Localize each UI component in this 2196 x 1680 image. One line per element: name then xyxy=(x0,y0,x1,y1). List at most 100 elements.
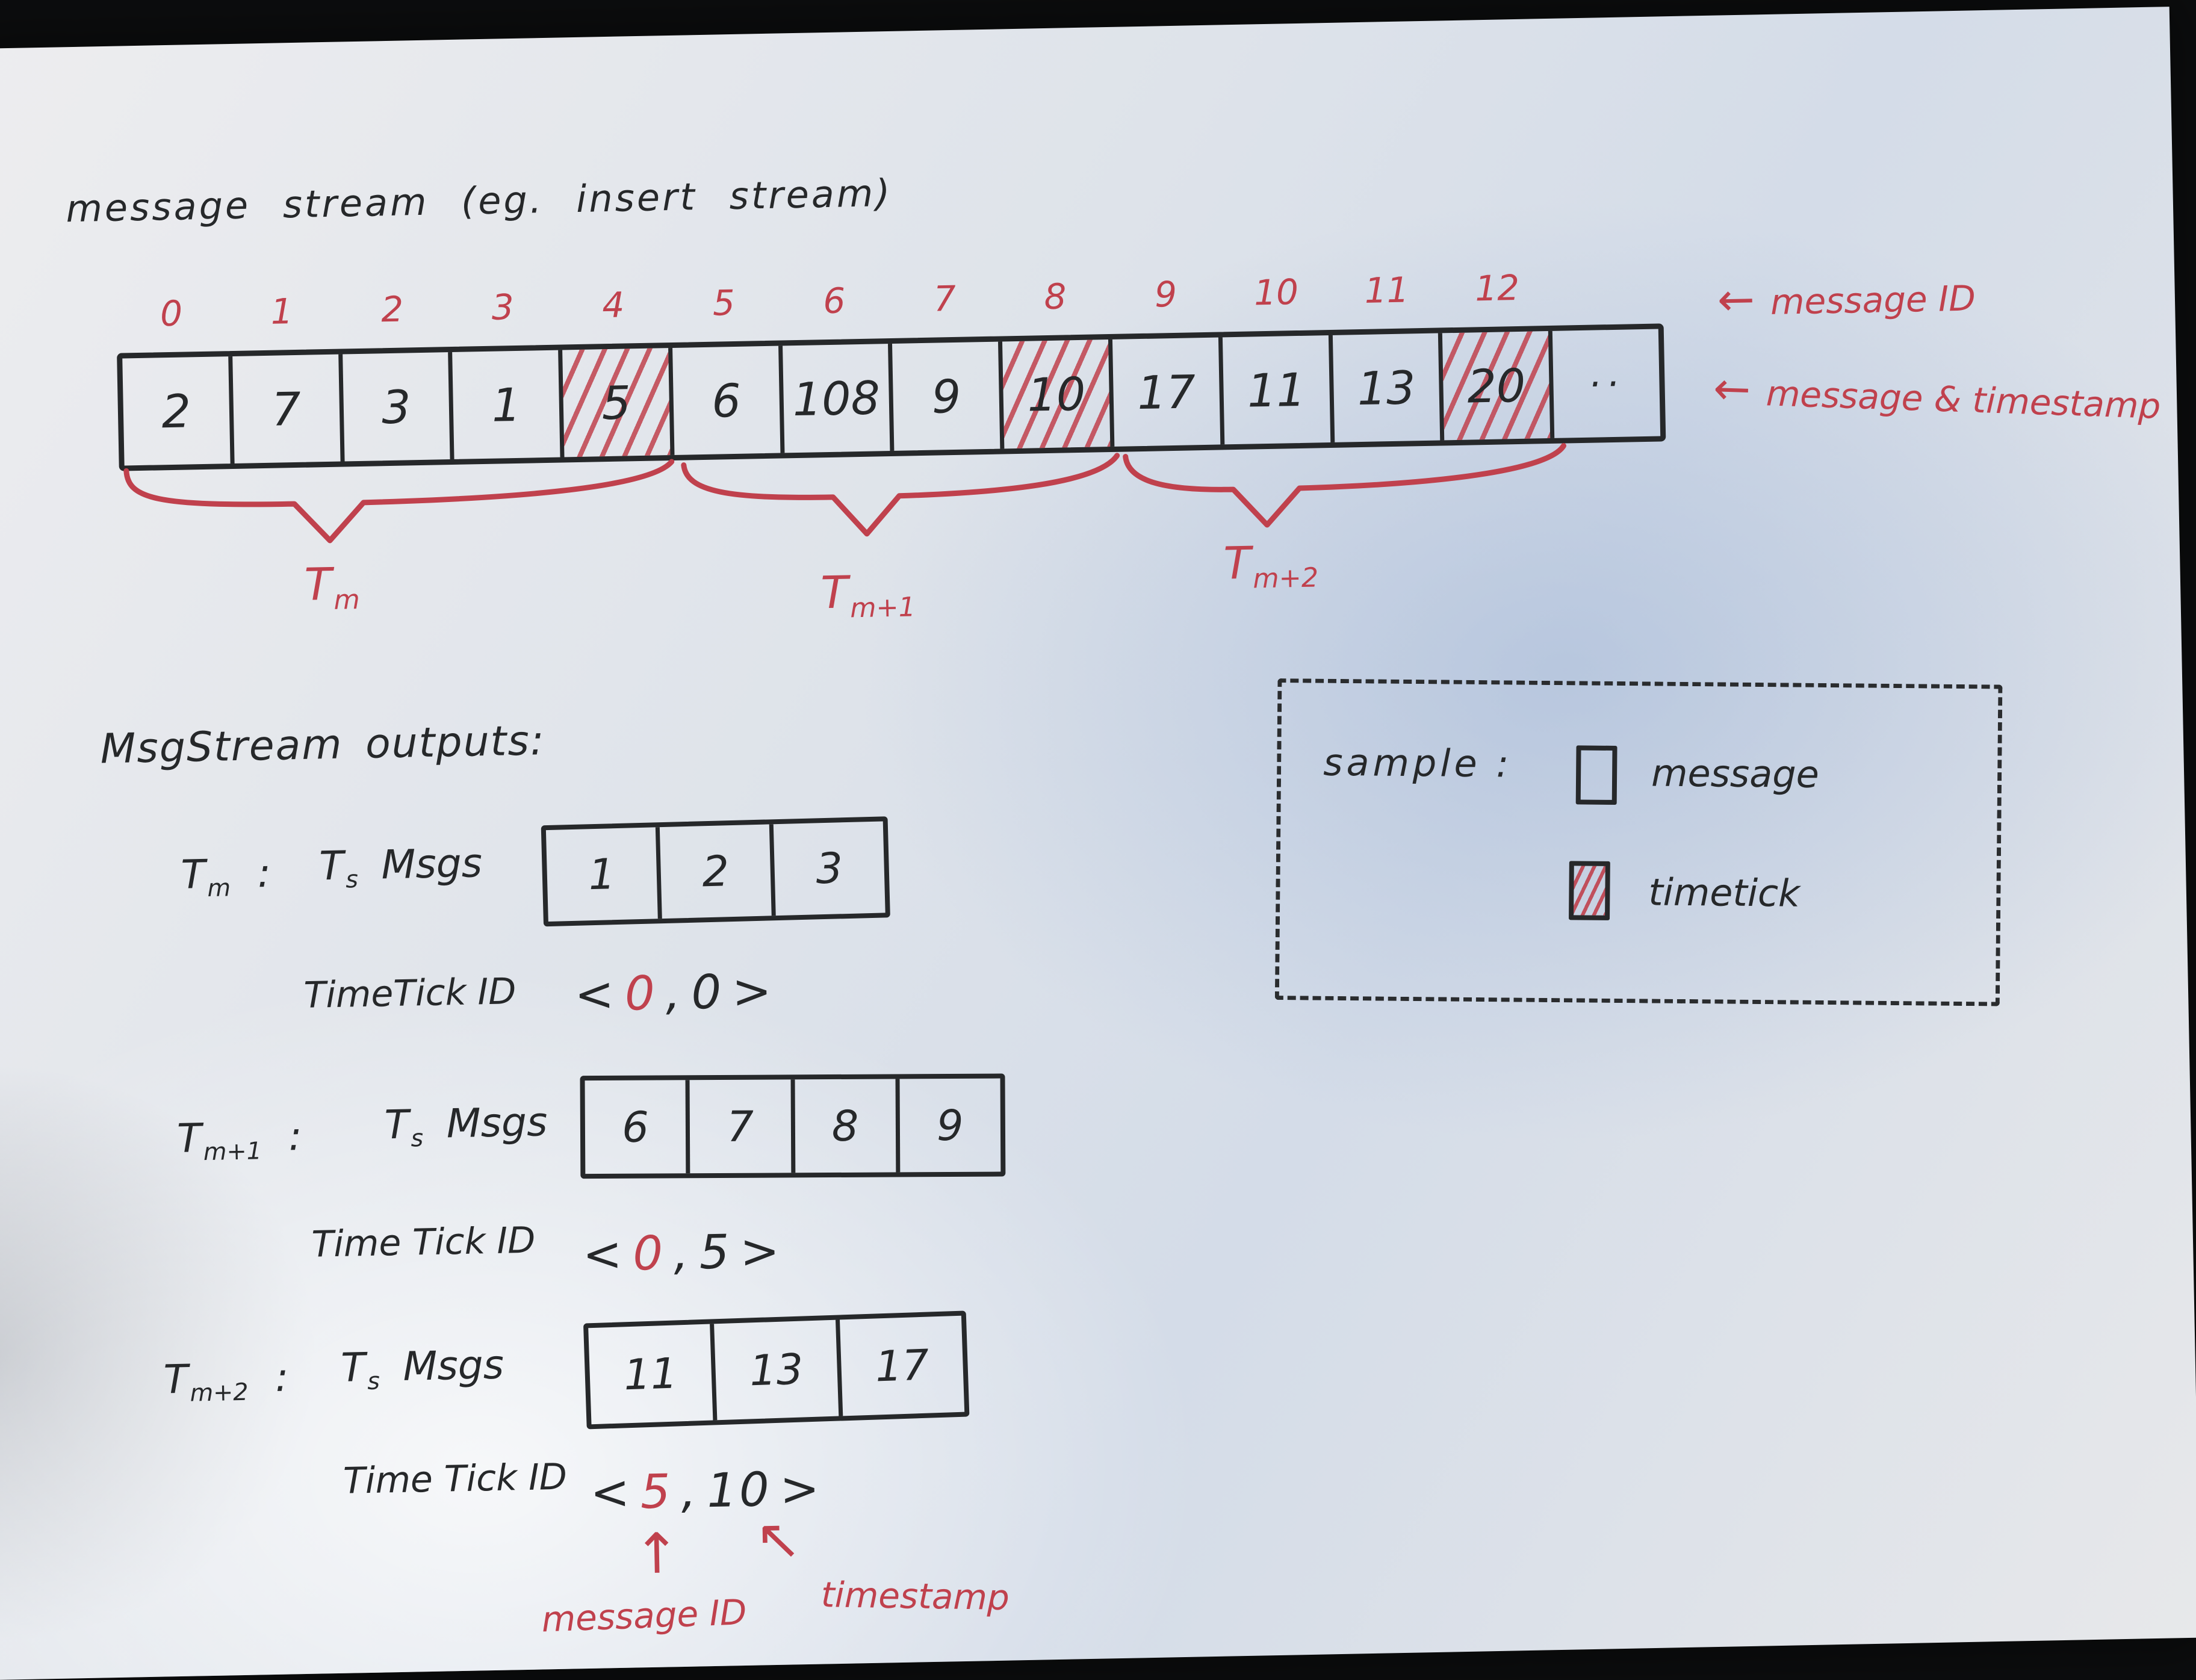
up-arrow-icon: ↑ xyxy=(633,1521,681,1587)
outputs-heading: MsgStream outputs: xyxy=(99,717,546,773)
stream-cell: 1 xyxy=(452,350,565,459)
msg-cell: 17 xyxy=(840,1316,964,1416)
angle-open: < xyxy=(589,1465,633,1520)
left-arrow-icon: ← xyxy=(1712,362,1752,416)
cell-value: 8 xyxy=(831,1101,859,1151)
message-id-label: 8 xyxy=(1043,276,1067,318)
message-id-label: 10 xyxy=(1253,271,1299,314)
brace-tm2-icon xyxy=(1123,443,1566,528)
note-message-timestamp-label: message & timestamp xyxy=(1765,373,2162,427)
message-id-label: 2 xyxy=(380,288,404,330)
message-id-label: 1 xyxy=(270,291,294,332)
msg-cell: 13 xyxy=(714,1319,843,1421)
diagonal-arrow-icon: ↖ xyxy=(754,1507,802,1572)
msg-cell: 6 xyxy=(585,1080,690,1174)
comma: , xyxy=(665,966,684,1021)
colon: : xyxy=(288,1113,303,1160)
msgs-word: Msgs xyxy=(445,1099,548,1147)
tm2-msgs-array: 11 13 17 xyxy=(583,1310,970,1430)
angle-close: > xyxy=(739,1224,783,1280)
ts-sub: s xyxy=(345,866,359,894)
cell-value: 9 xyxy=(936,1100,964,1150)
t-main: T xyxy=(163,1356,188,1403)
stream-cell: 3 xyxy=(342,352,454,462)
msg-cell: 1 xyxy=(545,827,662,922)
cell-value: 11 xyxy=(622,1348,678,1400)
t-sub: m+1 xyxy=(203,1137,262,1167)
ts-main: T xyxy=(384,1101,409,1148)
cell-value: 7 xyxy=(271,382,302,436)
stream-cell: 2 xyxy=(122,356,235,466)
legend-message-label: message xyxy=(1651,751,1820,796)
tm-timetick-tuple: <0, 0 > xyxy=(574,964,783,1023)
timetick-cell: 10 xyxy=(1002,339,1115,449)
message-id-label: 5 xyxy=(712,282,736,324)
cell-value: 20 xyxy=(1466,358,1527,414)
group-label-sub: m+2 xyxy=(1252,562,1319,595)
tuple-message-id: 0 xyxy=(632,1226,666,1282)
tuple-timestamp: 0 xyxy=(690,965,724,1020)
ellipsis-cell: ·· xyxy=(1552,329,1660,438)
comma: , xyxy=(673,1226,692,1281)
row-tm1-tsmsgs-label: Ts Msgs xyxy=(384,1099,548,1153)
row-tm2-label: Tm+2 : xyxy=(163,1354,289,1408)
stream-cell: 17 xyxy=(1112,337,1225,447)
tuple-message-id: 5 xyxy=(640,1465,674,1520)
cell-value: 9 xyxy=(931,369,962,424)
tuple-message-id: 0 xyxy=(624,966,658,1021)
cell-value: 2 xyxy=(161,383,191,438)
message-id-label: 9 xyxy=(1154,273,1177,315)
note-message-id: ← message ID xyxy=(1717,269,1976,326)
angle-open: < xyxy=(574,967,617,1023)
legend-title: sample : xyxy=(1323,740,1513,786)
cell-value: 11 xyxy=(1247,362,1306,418)
tm1-msgs-array: 6 7 8 9 xyxy=(580,1073,1006,1179)
msgs-word: Msgs xyxy=(380,840,483,888)
note-message-id-label: message ID xyxy=(1770,277,1976,323)
t-sub: m+2 xyxy=(190,1378,249,1407)
msg-cell: 11 xyxy=(588,1324,718,1425)
timetick-cell: 20 xyxy=(1442,330,1555,441)
t-sub: m xyxy=(207,874,231,902)
stream-cell: 11 xyxy=(1222,335,1335,445)
cell-value: 6 xyxy=(622,1102,650,1152)
message-id-label: 3 xyxy=(491,287,515,328)
timetick-swatch-icon xyxy=(1569,861,1610,920)
message-swatch-icon xyxy=(1575,745,1618,805)
msg-cell: 8 xyxy=(795,1079,901,1173)
stream-cell: 13 xyxy=(1332,333,1445,442)
t-main: T xyxy=(180,851,206,898)
row-tm-tsmsgs-label: Ts Msgs xyxy=(319,840,483,894)
message-id-label: 7 xyxy=(933,277,957,320)
cell-value: 3 xyxy=(815,843,844,894)
timetick-cell: 5 xyxy=(562,347,675,457)
note-message-timestamp: ← message & timestamp xyxy=(1713,362,2162,429)
angle-close: > xyxy=(731,964,775,1020)
diagram-title: message stream (eg. insert stream) xyxy=(65,170,893,231)
msg-cell: 2 xyxy=(659,824,776,919)
group-label-tm1: Tm+1 xyxy=(795,565,941,625)
tm1-timetick-label: Time Tick ID xyxy=(311,1219,536,1266)
stream-cell: 6 xyxy=(672,346,785,455)
stream-cell: 108 xyxy=(782,343,895,453)
paper-sheet: message stream (eg. insert stream) 0 1 2… xyxy=(0,7,2196,1680)
group-label-main: T xyxy=(303,558,332,611)
message-id-label: 12 xyxy=(1474,267,1520,309)
msg-cell: 9 xyxy=(899,1079,1000,1173)
comma: , xyxy=(680,1464,699,1519)
stream-cell: 9 xyxy=(892,341,1005,451)
brace-tm1-icon xyxy=(681,453,1120,537)
cell-value: 6 xyxy=(711,373,742,428)
tm-timetick-label: TimeTick ID xyxy=(303,970,516,1017)
tm-msgs-array: 1 2 3 xyxy=(541,816,890,927)
cell-value: 10 xyxy=(1026,367,1087,422)
group-label-tm2: Tm+2 xyxy=(1198,536,1344,595)
cell-value: 5 xyxy=(601,375,631,430)
message-stream-array: 0 1 2 3 4 5 6 7 8 9 10 11 12 2 7 3 1 5 6… xyxy=(116,264,1666,471)
cell-value: 1 xyxy=(588,849,616,900)
row-tm2-tsmsgs-label: Ts Msgs xyxy=(341,1342,504,1396)
message-id-label: 4 xyxy=(601,284,625,326)
tm2-timetick-label: Time Tick ID xyxy=(343,1455,568,1502)
group-label-main: T xyxy=(1223,537,1252,590)
legend-timetick-label: timetick xyxy=(1648,870,1801,916)
